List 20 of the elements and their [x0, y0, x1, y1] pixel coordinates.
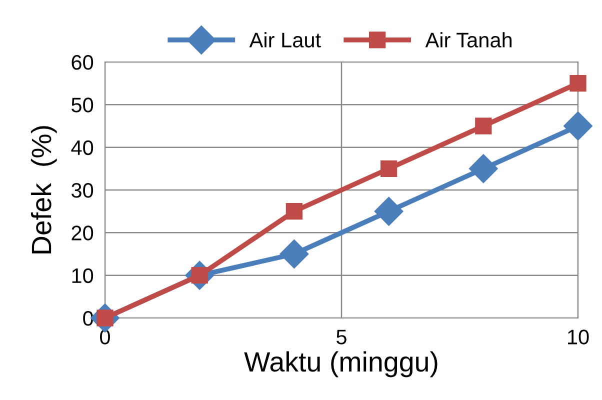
y-tick-label: 60 [72, 55, 94, 70]
x-tick-label: 5 [336, 330, 346, 344]
y-tick-label: 20 [72, 226, 94, 240]
point [475, 118, 492, 134]
legend-label: Air Laut [249, 32, 321, 48]
x-axis-title: Waktu (minggu) [244, 351, 438, 378]
x-tick-label: 10 [568, 330, 589, 344]
y-tick-label: 50 [72, 98, 94, 112]
point [564, 112, 592, 140]
y-tick-label: 10 [72, 268, 94, 284]
legend-label: Air Tanah [425, 32, 512, 48]
point [280, 240, 309, 268]
y-tick-label: 40 [71, 140, 94, 156]
point [468, 154, 498, 184]
y-axis-title: Defek (%) [30, 126, 57, 254]
point [570, 75, 586, 92]
point [286, 203, 303, 220]
y-tick-label: 30 [72, 183, 94, 198]
point [380, 160, 398, 177]
point [374, 196, 404, 226]
